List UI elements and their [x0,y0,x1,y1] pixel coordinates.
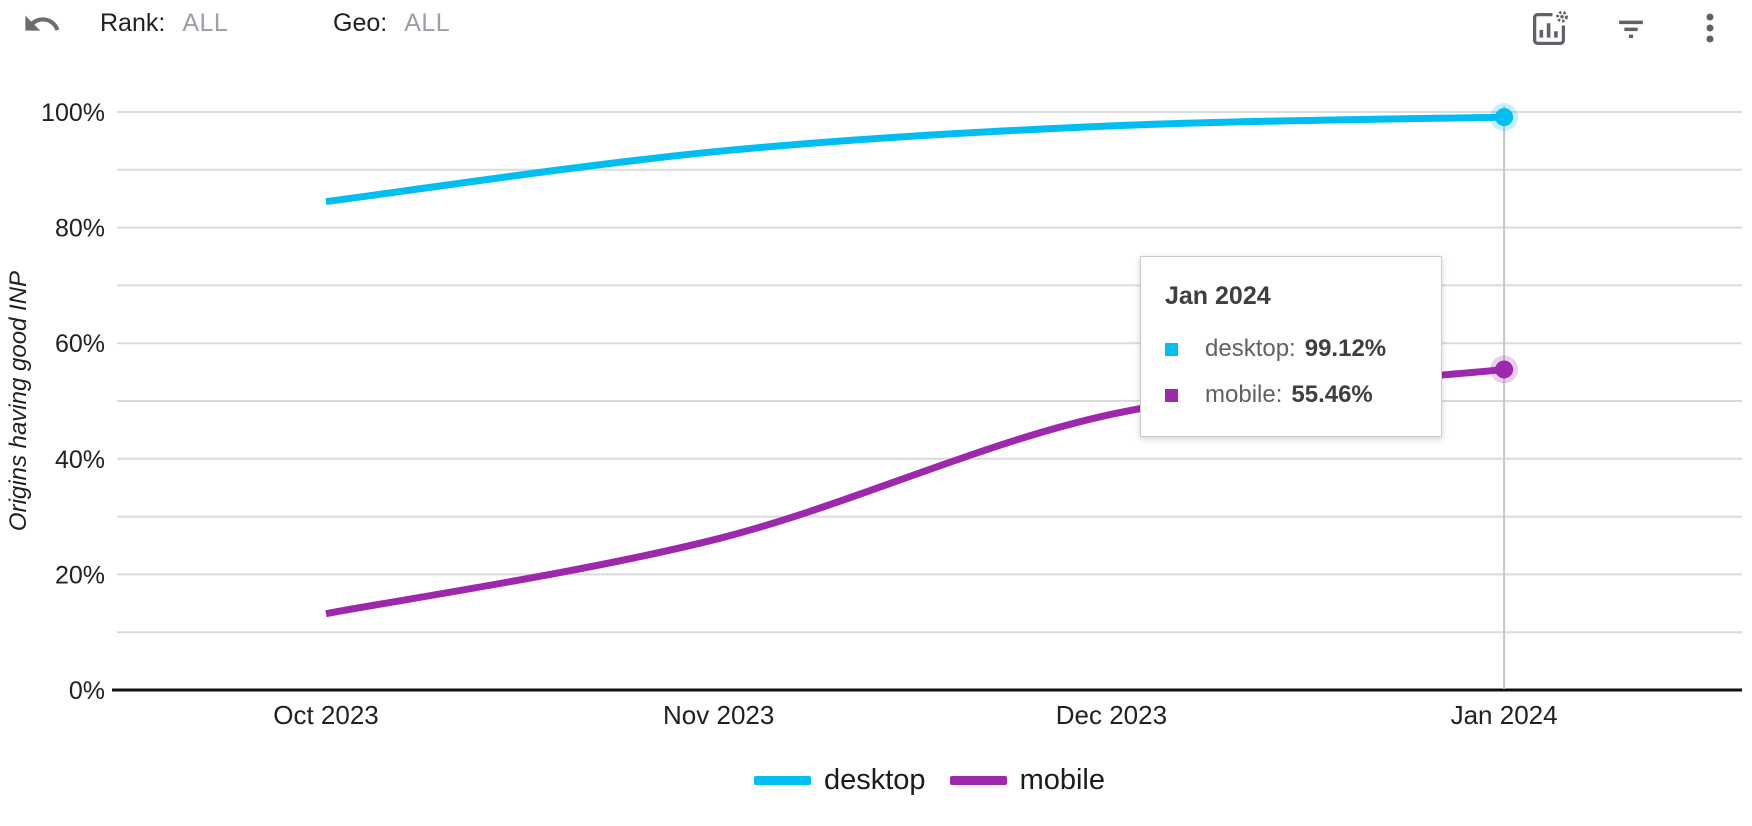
geo-value[interactable]: ALL [404,9,451,37]
tooltip-desktop-label: desktop: [1205,335,1296,362]
tooltip-mobile-label: mobile: [1205,381,1283,408]
tooltip-desktop-value: 99.12% [1304,335,1387,362]
legend-item-mobile[interactable]: mobile [949,764,1105,797]
inp-trend-chart[interactable]: 0% 20% 40% 60% 80% 100% Oct 2023 Nov 2023 Dec 20… [0,0,1752,755]
desktop-line[interactable] [325,113,1505,206]
mobile-series-swatch [1165,388,1178,402]
mobile-legend-swatch [949,776,1007,785]
y-axis-title: Origins having good INP [5,271,32,531]
geo-filter[interactable]: Geo: ALL [333,9,450,38]
desktop-series-swatch [1165,342,1178,356]
mobile-legend-label: mobile [1019,764,1105,796]
y-tick-label: 40% [55,446,105,474]
x-tick-label: Oct 2023 [273,700,379,730]
y-tick-label: 0% [69,677,105,705]
desktop-legend-label: desktop [823,764,926,796]
desktop-hover-point[interactable] [1495,108,1514,127]
tooltip-row-mobile: mobile: 55.46% [1165,381,1417,409]
x-tick-label: Nov 2023 [663,700,774,730]
chart-settings-icon[interactable] [1526,6,1572,52]
chart-legend: desktop mobile [117,764,1742,797]
filter-icon[interactable] [1610,8,1652,50]
more-options-icon[interactable] [1690,8,1730,48]
tooltip-mobile-value: 55.46% [1291,381,1373,408]
chart-tooltip: Jan 2024 desktop: 99.12% mobile: 55.46% [1140,256,1442,437]
mobile-hover-point[interactable] [1495,360,1514,379]
x-tick-label: Jan 2024 [1451,700,1558,730]
legend-item-desktop[interactable]: desktop [753,764,926,797]
rank-filter[interactable]: Rank: ALL [100,9,228,38]
geo-label: Geo: [333,9,388,37]
chart-toolbar: Rank: ALL Geo: ALL [0,0,1752,60]
rank-value[interactable]: ALL [182,9,229,37]
undo-icon[interactable] [22,4,62,44]
y-tick-label: 80% [55,215,105,243]
tooltip-row-desktop: desktop: 99.12% [1165,335,1417,363]
y-tick-label: 100% [41,99,105,127]
y-tick-label: 60% [55,330,105,358]
tooltip-title: Jan 2024 [1165,282,1271,310]
x-tick-label: Dec 2023 [1056,700,1167,730]
desktop-legend-swatch [753,776,811,785]
rank-label: Rank: [100,9,166,37]
y-tick-label: 20% [55,561,105,589]
